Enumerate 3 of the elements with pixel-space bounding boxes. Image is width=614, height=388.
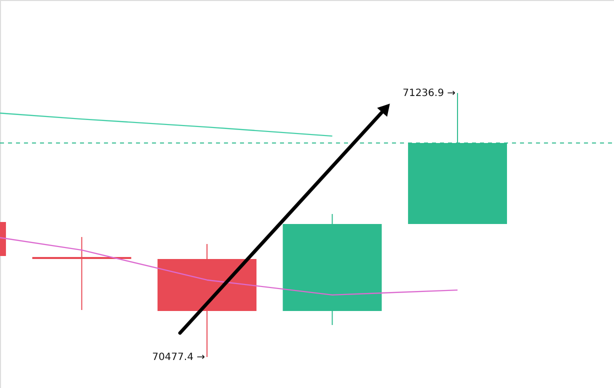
candlestick [32,236,132,311]
annotation: 71236.9 → [402,88,456,100]
annotation: 70477.4 → [152,352,205,363]
